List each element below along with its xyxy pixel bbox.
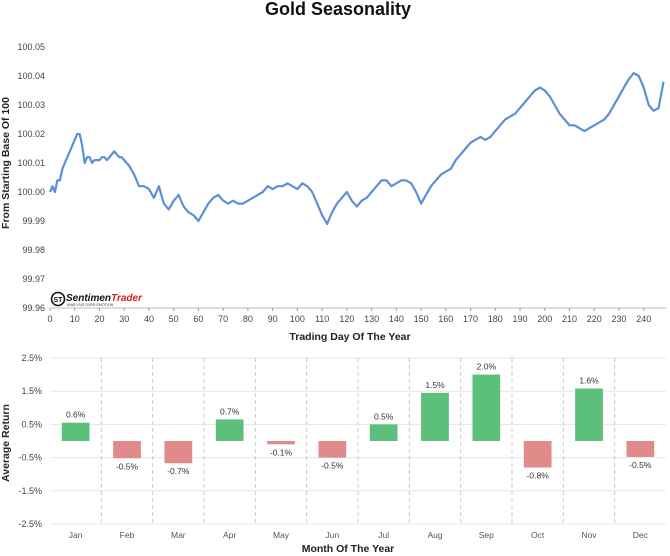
sentimentrader-logo: ST SentimenTrader ANALYSIS OVER EMOTION [50, 291, 143, 307]
bar-value-label: -0.5% [116, 461, 139, 471]
bottom-y-axis-label: Average Return [0, 404, 12, 482]
month-label: Sep [479, 530, 494, 540]
top-x-tick-label: 20 [94, 314, 104, 324]
bottom-y-tick-label: 1.5% [21, 386, 42, 396]
bottom-y-tick-label: -0.5% [18, 453, 42, 463]
bar-aug [421, 392, 449, 441]
bar-feb [113, 441, 141, 459]
bar-dec [626, 441, 655, 457]
bar-mar [164, 441, 193, 464]
bar-value-label: 2.0% [477, 362, 497, 372]
logo-subtext: ANALYSIS OVER EMOTION [67, 303, 114, 307]
top-y-tick-label: 100.03 [17, 100, 45, 110]
month-label: May [273, 530, 290, 540]
top-x-tick-label: 70 [218, 314, 228, 324]
top-y-tick-label: 100.00 [17, 187, 45, 197]
bar-value-label: -0.8% [527, 471, 550, 481]
bar-value-label: -0.1% [270, 447, 293, 457]
month-label: Dec [633, 530, 649, 540]
month-label: Feb [120, 530, 135, 540]
bar-value-label: -0.5% [321, 461, 344, 471]
top-y-tick-label: 99.97 [22, 274, 45, 284]
bar-value-label: -0.5% [629, 460, 652, 470]
logo-icon [50, 291, 66, 307]
top-x-tick-label: 90 [268, 314, 278, 324]
bottom-y-tick-label: -1.5% [18, 486, 42, 496]
bar-jan [61, 422, 90, 441]
bottom-x-axis-label: Month Of The Year [302, 543, 395, 555]
bottom-y-tick-label: -2.5% [18, 519, 42, 529]
bar-oct [523, 441, 552, 468]
logo-wordmark-main: Sentimen [66, 293, 111, 304]
top-x-tick-label: 0 [47, 314, 52, 324]
bottom-y-tick-label: 0.5% [21, 419, 42, 429]
top-y-tick-label: 99.96 [22, 303, 45, 313]
top-x-tick-label: 110 [315, 314, 329, 324]
bar-value-label: -0.7% [167, 466, 190, 476]
top-x-tick-label: 120 [339, 314, 354, 324]
logo-icon-text: ST [54, 297, 64, 304]
month-label: Mar [171, 530, 186, 540]
seasonality-line-chart: 100.05 100.04 100.03 100.02 100.01 100.00 99.9… [17, 42, 666, 324]
bar-nov [575, 388, 603, 441]
top-x-tick-label: 200 [537, 314, 552, 324]
top-x-tick-label: 240 [636, 314, 651, 324]
chart-title: Gold Seasonality [265, 0, 411, 19]
bar-value-label: 1.5% [425, 380, 445, 390]
top-y-tick-label: 100.04 [17, 71, 45, 81]
top-y-axis-label: From Starting Base Of 100 [0, 97, 12, 229]
top-y-tick-label: 100.02 [17, 129, 45, 139]
top-x-tick-label: 60 [193, 314, 203, 324]
top-y-tick-label: 99.98 [22, 245, 45, 255]
month-label: Jan [69, 530, 83, 540]
top-x-tick-label: 150 [414, 314, 429, 324]
top-y-tick-label: 100.05 [17, 42, 45, 52]
seasonality-line [48, 72, 665, 225]
top-x-tick-label: 50 [169, 314, 179, 324]
top-x-tick-label: 100 [290, 314, 305, 324]
top-y-tick-label: 100.01 [17, 158, 45, 168]
bar-value-label: 0.7% [220, 406, 240, 416]
bar-may [267, 441, 295, 445]
top-x-tick-label: 40 [144, 314, 154, 324]
top-x-tick-label: 180 [488, 314, 503, 324]
top-x-tick-label: 140 [389, 314, 404, 324]
top-x-tick-label: 220 [587, 314, 602, 324]
month-label: Aug [427, 530, 442, 540]
top-y-tick-label: 99.99 [22, 216, 45, 226]
bottom-y-tick-label: 2.5% [21, 353, 42, 363]
bar-value-label: 1.6% [579, 376, 599, 386]
top-x-axis-label: Trading Day Of The Year [289, 331, 410, 343]
top-x-tick-label: 210 [562, 314, 577, 324]
logo-wordmark-accent: Trader [111, 293, 143, 304]
bar-jun [318, 441, 347, 458]
top-x-tick-label: 160 [438, 314, 453, 324]
month-label: Nov [581, 530, 597, 540]
top-x-tick-label: 80 [243, 314, 253, 324]
top-x-tick-label: 10 [70, 314, 80, 324]
bar-jul [369, 424, 398, 441]
bar-apr [215, 419, 244, 441]
month-label: Apr [223, 530, 236, 540]
top-x-tick-label: 130 [364, 314, 379, 324]
top-x-tick-label: 30 [119, 314, 129, 324]
bar-value-label: 0.6% [66, 410, 86, 420]
logo-wordmark: SentimenTrader [66, 293, 143, 304]
top-x-tick-label: 170 [463, 314, 478, 324]
month-label: Jun [325, 530, 339, 540]
month-label: Oct [531, 530, 545, 540]
month-label: Jul [378, 530, 389, 540]
bar-sep [472, 374, 501, 441]
monthly-return-bar-chart: 2.5% 1.5% 0.5% -0.5% -1.5% -2.5% 0.6% Jan -0.5% F… [18, 353, 666, 540]
bar-value-label: 0.5% [374, 411, 394, 421]
top-x-tick-label: 190 [513, 314, 528, 324]
top-x-tick-label: 230 [611, 314, 626, 324]
